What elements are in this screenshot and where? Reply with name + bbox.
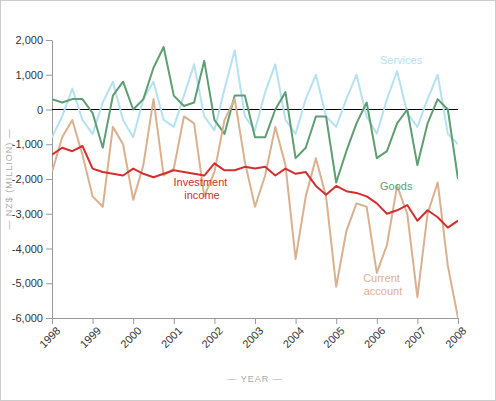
x-axis: 1998 1999 2000 2001 2002 2003 2004 2005 2006 2007… xyxy=(37,318,469,350)
x-tick-label: 1999 xyxy=(77,324,103,350)
y-tick: -4,000 xyxy=(12,243,52,255)
y-tick-label: -5,000 xyxy=(12,277,43,289)
x-tick-mark xyxy=(377,318,378,324)
x-axis-title: — YEAR — xyxy=(227,374,282,384)
x-tick-label: 1998 xyxy=(37,324,63,350)
series-label: Current account xyxy=(363,272,403,297)
chart: -6,000 -5,000 -4,000 -3,000 -2,000 -1,000 0 1,0… xyxy=(0,0,496,401)
y-tick-mark xyxy=(46,214,52,215)
y-tick-mark xyxy=(46,283,52,284)
x-tick-label: 2004 xyxy=(280,324,306,350)
y-tick: 0 xyxy=(37,104,52,116)
y-tick-mark xyxy=(46,249,52,250)
x-tick: 2004 xyxy=(280,318,306,350)
y-tick-label: -1,000 xyxy=(12,138,43,150)
x-tick-mark xyxy=(296,318,297,324)
series-line xyxy=(52,47,458,183)
x-tick-label: 2008 xyxy=(443,324,469,350)
series-label: Goods xyxy=(380,180,413,192)
y-tick-label: 2,000 xyxy=(15,34,43,46)
x-tick-label: 2006 xyxy=(362,324,388,350)
y-tick-label: -3,000 xyxy=(12,208,43,220)
x-tick-mark xyxy=(336,318,337,324)
y-tick: -6,000 xyxy=(12,312,52,324)
x-tick-mark xyxy=(52,318,53,324)
y-tick-mark xyxy=(46,179,52,180)
x-tick-mark xyxy=(133,318,134,324)
x-tick: 2002 xyxy=(199,318,225,350)
series-line xyxy=(52,99,458,318)
x-tick-label: 2005 xyxy=(321,324,347,350)
x-tick-label: 2007 xyxy=(402,324,428,350)
y-tick: -3,000 xyxy=(12,208,52,220)
y-tick: -2,000 xyxy=(12,173,52,185)
x-tick-mark xyxy=(93,318,94,324)
y-tick-label: -2,000 xyxy=(12,173,43,185)
x-tick-mark xyxy=(255,318,256,324)
y-tick: -5,000 xyxy=(12,277,52,289)
x-tick: 2006 xyxy=(362,318,388,350)
y-axis-title: — NZ$ (MILLION) — xyxy=(4,128,14,230)
x-tick: 1999 xyxy=(77,318,103,350)
y-tick-label: -4,000 xyxy=(12,243,43,255)
y-axis-line xyxy=(52,41,53,319)
x-tick-label: 2002 xyxy=(199,324,225,350)
y-tick: 2,000 xyxy=(15,34,52,46)
x-tick-label: 2003 xyxy=(240,324,266,350)
x-tick-label: 2000 xyxy=(118,324,144,350)
y-tick-label: 0 xyxy=(37,104,43,116)
y-axis: -6,000 -5,000 -4,000 -3,000 -2,000 -1,000 0 1,0… xyxy=(12,34,53,324)
x-tick: 1998 xyxy=(37,318,63,350)
x-tick-mark xyxy=(458,318,459,324)
series-label: Services xyxy=(380,54,423,66)
y-tick-label: 1,000 xyxy=(15,69,43,81)
zero-line xyxy=(52,109,458,110)
plot-area xyxy=(52,47,458,318)
y-tick-mark xyxy=(46,144,52,145)
y-tick-mark xyxy=(46,75,52,76)
x-tick: 2000 xyxy=(118,318,144,350)
frame xyxy=(1,1,496,401)
x-tick: 2005 xyxy=(321,318,347,350)
y-tick-mark xyxy=(46,318,52,319)
x-tick-mark xyxy=(174,318,175,324)
y-tick: -1,000 xyxy=(12,138,52,150)
x-tick-mark xyxy=(417,318,418,324)
y-tick-mark xyxy=(46,110,52,111)
x-tick: 2003 xyxy=(240,318,266,350)
y-tick: 1,000 xyxy=(15,69,52,81)
x-tick-mark xyxy=(214,318,215,324)
series-label: Investment income xyxy=(174,176,231,201)
x-tick-label: 2001 xyxy=(159,324,185,350)
series-line xyxy=(52,146,458,228)
y-tick-mark xyxy=(46,40,52,41)
x-tick: 2008 xyxy=(443,318,469,350)
x-tick: 2001 xyxy=(159,318,185,350)
y-tick-label: -6,000 xyxy=(12,312,43,324)
x-tick: 2007 xyxy=(402,318,428,350)
